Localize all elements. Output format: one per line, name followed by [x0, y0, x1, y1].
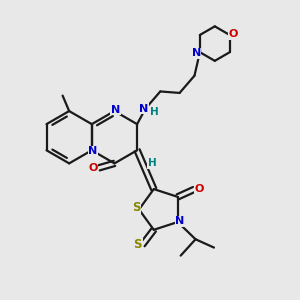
Text: S: S — [132, 202, 140, 214]
Text: O: O — [229, 29, 238, 39]
Text: O: O — [88, 163, 98, 173]
Text: N: N — [111, 105, 120, 115]
Text: N: N — [192, 48, 201, 58]
Text: O: O — [195, 184, 204, 194]
Text: H: H — [148, 158, 156, 168]
Text: N: N — [176, 216, 185, 226]
Text: N: N — [88, 146, 97, 156]
Text: N: N — [139, 104, 148, 114]
Text: S: S — [134, 238, 142, 251]
Text: H: H — [150, 107, 159, 117]
